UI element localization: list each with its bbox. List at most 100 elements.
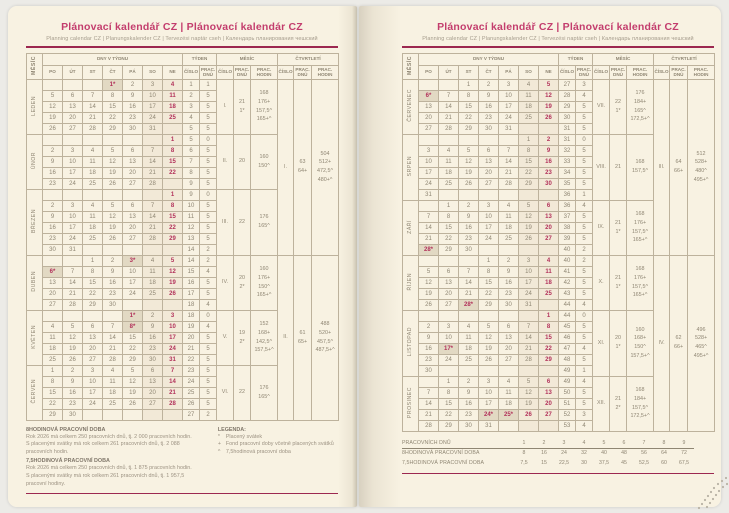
day-cell: 23 <box>62 397 83 410</box>
day-cell: 8* <box>122 320 143 333</box>
column-header: ČÍSLO <box>216 64 235 80</box>
legend-items: * Placený svátek + Fond pracovní doby včetn… <box>218 434 334 457</box>
legend-symbol: * <box>217 433 220 440</box>
day-cell: 11 <box>82 210 103 223</box>
day-cell: 28 <box>142 232 163 245</box>
quarter-numeral-cell: I. <box>277 78 295 256</box>
day-cell <box>62 188 83 201</box>
day-cell: 8 <box>42 375 63 388</box>
day-cell: 19 <box>42 111 63 124</box>
week-number-cell: 31 <box>558 122 577 135</box>
day-cell: 23 <box>537 166 560 179</box>
page-title: Plánovací kalendář CZ | Plánovací kalend… <box>437 21 679 33</box>
day-cell: 22 <box>82 287 103 300</box>
day-cell: 16 <box>498 276 519 289</box>
week-workdays-cell: 5 <box>199 353 218 366</box>
hours-value-cell: 5 <box>594 438 614 450</box>
column-header: PRAC. DNŮ <box>575 64 594 80</box>
legend-item-text: 7,5hodinová pracovní doba <box>225 449 291 456</box>
day-cell: 19 <box>102 221 123 234</box>
day-cell: 25 <box>42 353 63 366</box>
day-cell: 5 <box>478 320 499 333</box>
week-workdays-cell: 2 <box>199 408 218 421</box>
day-cell: 21 <box>82 111 103 124</box>
week-workdays-cell: 5 <box>575 221 594 234</box>
day-cell <box>62 309 83 322</box>
day-cell: 6 <box>142 364 163 377</box>
day-cell: 30 <box>498 298 519 311</box>
day-cell: 12 <box>102 155 123 168</box>
day-cell <box>418 375 439 388</box>
column-header: PRAC. DNŮ <box>669 64 689 80</box>
hours-value-cell: 8 <box>522 450 526 457</box>
week-number-cell: 42 <box>558 276 577 289</box>
week-number-cell: 51 <box>558 397 577 410</box>
day-cell <box>122 133 143 146</box>
week-workdays-cell: 1 <box>575 188 594 201</box>
day-cell <box>478 364 499 377</box>
day-cell: 29 <box>537 353 560 366</box>
day-cell: 23 <box>42 232 63 245</box>
week-workdays-cell: 5 <box>199 122 218 135</box>
day-cell: 2 <box>102 254 123 267</box>
day-cell: 23 <box>142 342 163 355</box>
day-cell: 13 <box>418 100 439 113</box>
column-header: PRAC. DNŮ <box>199 64 218 80</box>
week-workdays-cell: 4 <box>575 342 594 355</box>
day-cell: 18 <box>438 166 459 179</box>
month-name-cell: BŘEZEN <box>26 188 43 256</box>
day-cell: 23 <box>498 287 519 300</box>
day-cell: 9 <box>62 375 83 388</box>
day-cell: 18 <box>458 342 479 355</box>
column-header: TÝDEN <box>558 52 594 66</box>
seven-half-hour-heading: 7,5HODINOVÁ PRACOVNÍ DOBA <box>26 458 110 465</box>
day-cell: 21 <box>438 111 459 124</box>
week-workdays-cell: 5 <box>575 144 594 157</box>
day-cell: 13 <box>498 331 519 344</box>
day-cell: 9 <box>498 265 519 278</box>
day-cell <box>142 298 163 311</box>
day-cell: 17 <box>62 221 83 234</box>
day-cell <box>478 133 499 146</box>
week-workdays-cell: 0 <box>199 133 218 146</box>
column-header: MĚSÍC <box>26 52 43 80</box>
day-cell: 2 <box>62 364 83 377</box>
day-cell: 24* <box>478 408 499 421</box>
day-cell: 5 <box>518 199 539 212</box>
day-cell: 26 <box>518 408 539 421</box>
day-cell <box>42 133 63 146</box>
day-cell <box>42 254 63 267</box>
day-cell: 11 <box>498 386 519 399</box>
day-cell: 14 <box>142 210 163 223</box>
day-cell: 9 <box>142 320 163 333</box>
day-cell: 2 <box>42 199 63 212</box>
day-cell: 6 <box>122 144 143 157</box>
day-cell: 19 <box>518 397 539 410</box>
day-cell: 2 <box>478 78 499 91</box>
day-cell: 4 <box>537 254 560 267</box>
day-cell <box>418 309 439 322</box>
day-cell: 8 <box>438 386 459 399</box>
week-workdays-cell: 0 <box>199 309 218 322</box>
day-cell: 29 <box>438 243 459 256</box>
day-cell <box>142 133 163 146</box>
day-cell: 5 <box>458 144 479 157</box>
day-cell <box>537 364 560 377</box>
day-cell: 27 <box>438 298 459 311</box>
day-cell: 1 <box>438 375 459 388</box>
day-cell <box>458 188 479 201</box>
day-cell: 22 <box>458 111 479 124</box>
day-cell: 23 <box>478 111 499 124</box>
quarter-hours-cell: 512 528+ 480^ 495+^ <box>687 78 716 256</box>
day-cell: 1 <box>478 254 499 267</box>
day-cell: 15 <box>478 276 499 289</box>
day-cell: 12 <box>518 386 539 399</box>
column-header: PRAC. HODIN <box>687 64 716 80</box>
calendar-table-second-half: MĚSÍC DNY V TÝDNU TÝDEN MĚSÍC ČTVRTLETÍ PO ÚT S… <box>402 52 716 432</box>
day-cell <box>82 309 103 322</box>
day-cell: 17 <box>518 276 539 289</box>
day-cell: 30 <box>102 298 123 311</box>
day-cell: 29 <box>122 353 143 366</box>
day-cell: 14 <box>142 155 163 168</box>
day-cell: 25 <box>518 111 539 124</box>
